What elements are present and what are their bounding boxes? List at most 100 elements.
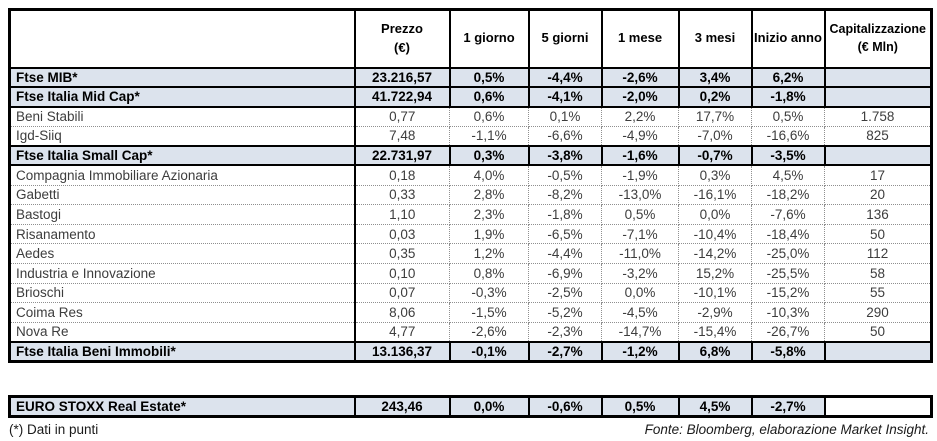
cell-value: -7,0% — [678, 125, 752, 147]
cell-value — [823, 395, 933, 418]
row-label: EURO STOXX Real Estate* — [8, 395, 356, 418]
cell-value: -18,2% — [751, 184, 825, 206]
table-row: Gabetti 0,33 2,8% -8,2% -13,0% -16,1% -18,2% 20 — [9, 184, 932, 206]
header-1-giorno: 1 giorno — [448, 8, 530, 69]
cell-value: -2,3% — [528, 321, 602, 343]
row-label: Ftse Italia Beni Immobili* — [8, 340, 356, 363]
cell-value: 0,3% — [678, 164, 752, 186]
cell-value: -1,9% — [601, 164, 679, 186]
cell-value: 6,8% — [677, 340, 753, 363]
cell-value: -0,3% — [449, 282, 529, 304]
header-sublabel: (€) — [394, 39, 410, 55]
cell-value: -6,6% — [528, 125, 602, 147]
cell-value: -6,9% — [528, 262, 602, 284]
cell-value: -3,8% — [527, 144, 603, 167]
cell-value: -6,5% — [528, 223, 602, 245]
cell-value: -14,2% — [678, 243, 752, 264]
table-row: Ftse Italia Beni Immobili* 13.136,37 -0,1%… — [8, 340, 933, 363]
cell-value: 23.216,57 — [353, 66, 451, 89]
cell-value: 1,2% — [449, 243, 529, 264]
cell-value: -0,7% — [677, 144, 753, 167]
cell-value: 17 — [824, 164, 932, 186]
row-label: Nova Re — [9, 321, 356, 343]
cell-value: 0,07 — [354, 282, 450, 304]
table-row: Igd-Siiq 7,48 -1,1% -6,6% -4,9% -7,0% -16,6% 82… — [9, 125, 932, 147]
cell-value: -11,0% — [601, 243, 679, 264]
stocks-performance-table: Prezzo (€) 1 giorno 5 giorni 1 mese 3 me… — [8, 8, 933, 363]
cell-value: -4,4% — [527, 66, 603, 89]
header-label: 5 giorni — [541, 30, 589, 46]
footnote-points: (*) Dati in punti — [9, 422, 99, 437]
row-label: Ftse Italia Small Cap* — [8, 144, 356, 167]
cell-value: 0,77 — [354, 106, 450, 127]
cell-value: -2,6% — [449, 321, 529, 343]
row-label: Coima Res — [9, 302, 356, 323]
cell-value: -0,6% — [527, 395, 603, 418]
cell-value: -4,5% — [601, 302, 679, 323]
cell-value: 4,0% — [449, 164, 529, 186]
cell-value: 58 — [824, 262, 932, 284]
cell-value: -5,8% — [750, 340, 826, 363]
cell-value: 290 — [824, 302, 932, 323]
table-row: Brioschi 0,07 -0,3% -2,5% 0,0% -10,1% -15,2% 55 — [9, 282, 932, 304]
cell-value: -4,9% — [601, 125, 679, 147]
cell-value: 22.731,97 — [353, 144, 451, 167]
cell-value: 243,46 — [353, 395, 451, 418]
cell-value: -25,5% — [751, 262, 825, 284]
table-row: Risanamento 0,03 1,9% -6,5% -7,1% -10,4% -18,4… — [9, 223, 932, 245]
cell-value: 0,0% — [678, 204, 752, 225]
table-row: Ftse Italia Mid Cap* 41.722,94 0,6% -4,1% -2… — [8, 86, 933, 108]
header-label: Capitalizzazione — [829, 22, 927, 37]
cell-value: 4,77 — [354, 321, 450, 343]
row-label: Beni Stabili — [9, 106, 356, 127]
cell-value: -13,0% — [601, 184, 679, 206]
cell-value: -26,7% — [751, 321, 825, 343]
cell-value: 8,06 — [354, 302, 450, 323]
header-label: Prezzo — [381, 20, 423, 36]
row-label: Bastogi — [9, 204, 356, 225]
header-capitalizzazione: Capitalizzazione (€ Mln) — [823, 8, 933, 69]
cell-value: -2,5% — [528, 282, 602, 304]
cell-value: 825 — [824, 125, 932, 147]
cell-value: -0,5% — [528, 164, 602, 186]
cell-value: -14,7% — [601, 321, 679, 343]
cell-value: -2,7% — [527, 340, 603, 363]
row-label: Ftse MIB* — [8, 66, 356, 89]
cell-value: 15,2% — [678, 262, 752, 284]
cell-value — [823, 340, 933, 363]
cell-value: 0,0% — [448, 395, 530, 418]
cell-value: -1,5% — [449, 302, 529, 323]
cell-value: -1,6% — [600, 144, 680, 167]
cell-value: 112 — [824, 243, 932, 264]
cell-value: -10,3% — [751, 302, 825, 323]
cell-value: 0,35 — [354, 243, 450, 264]
header-1-mese: 1 mese — [600, 8, 680, 69]
cell-value: 0,5% — [600, 395, 680, 418]
header-inizio-anno: Inizio anno — [750, 8, 826, 69]
table-row: Bastogi 1,10 2,3% -1,8% 0,5% 0,0% -7,6% 136 — [9, 204, 932, 225]
cell-value: -1,2% — [600, 340, 680, 363]
table-header: Prezzo (€) 1 giorno 5 giorni 1 mese 3 me… — [8, 8, 933, 69]
cell-value: 4,5% — [677, 395, 753, 418]
cell-value: 0,2% — [677, 86, 753, 108]
table-row: Nova Re 4,77 -2,6% -2,3% -14,7% -15,4% -26,7% 5… — [9, 321, 932, 343]
cell-value: 17,7% — [678, 106, 752, 127]
cell-value: 7,48 — [354, 125, 450, 147]
cell-value: 0,33 — [354, 184, 450, 206]
table-row: Beni Stabili 0,77 0,6% 0,1% 2,2% 17,7% 0,5% 1.7… — [9, 106, 932, 127]
cell-value: 0,8% — [449, 262, 529, 284]
header-label: 1 giorno — [463, 30, 515, 46]
row-label: Igd-Siiq — [9, 125, 356, 147]
cell-value: -2,7% — [750, 395, 826, 418]
cell-value: -1,1% — [449, 125, 529, 147]
cell-value — [823, 66, 933, 89]
cell-value: -1,8% — [750, 86, 826, 108]
cell-value: 13.136,37 — [353, 340, 451, 363]
euro-table-body: EURO STOXX Real Estate* 243,46 0,0% -0,6% 0,… — [8, 395, 933, 418]
table-row: Coima Res 8,06 -1,5% -5,2% -4,5% -2,9% -10,3% 2… — [9, 302, 932, 323]
table-row: Ftse Italia Small Cap* 22.731,97 0,3% -3,8%… — [8, 144, 933, 167]
cell-value: -4,4% — [528, 243, 602, 264]
header-sublabel: (€ Mln) — [857, 39, 898, 54]
table-row: Aedes 0,35 1,2% -4,4% -11,0% -14,2% -25,0% 112 — [9, 243, 932, 264]
table-body: Ftse MIB* 23.216,57 0,5% -4,4% -2,6% 3,4% 6,2%… — [8, 66, 933, 363]
